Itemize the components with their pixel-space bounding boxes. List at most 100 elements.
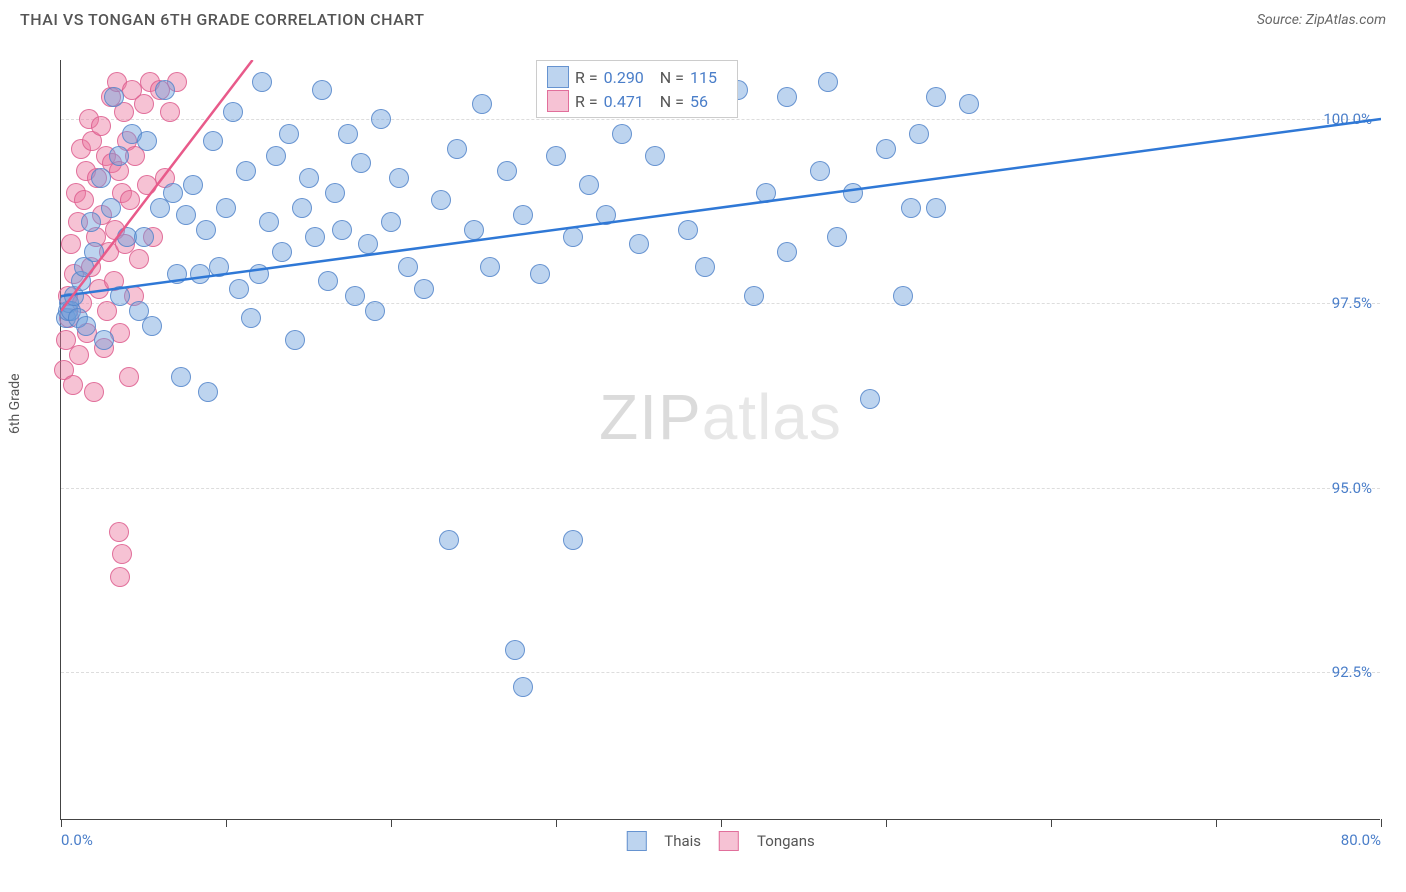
x-tick (1051, 819, 1052, 827)
scatter-point-thais (266, 146, 286, 166)
scatter-point-thais (137, 131, 157, 151)
scatter-point-thais (176, 205, 196, 225)
scatter-point-thais (756, 183, 776, 203)
scatter-point-thais (183, 175, 203, 195)
scatter-point-thais (389, 168, 409, 188)
y-axis-label: 6th Grade (7, 373, 23, 434)
y-tick-label: 100.0% (1323, 110, 1372, 128)
scatter-point-thais (827, 227, 847, 247)
scatter-point-thais (332, 220, 352, 240)
scatter-point-tongans (74, 190, 94, 210)
scatter-point-thais (678, 220, 698, 240)
scatter-point-thais (104, 87, 124, 107)
gridline (61, 672, 1380, 673)
scatter-point-thais (579, 175, 599, 195)
y-tick-label: 92.5% (1332, 663, 1372, 681)
scatter-point-thais (818, 72, 838, 92)
legend-n-label: N = (660, 92, 684, 111)
x-tick-label-min: 0.0% (61, 831, 93, 849)
scatter-point-thais (279, 124, 299, 144)
scatter-point-thais (203, 131, 223, 151)
scatter-point-thais (744, 286, 764, 306)
gridline (61, 303, 1380, 304)
scatter-point-thais (171, 367, 191, 387)
scatter-point-thais (893, 286, 913, 306)
scatter-point-thais (81, 212, 101, 232)
legend-r-label: R = (575, 68, 598, 87)
scatter-point-thais (695, 257, 715, 277)
scatter-point-thais (196, 220, 216, 240)
scatter-point-thais (249, 264, 269, 284)
scatter-point-thais (198, 382, 218, 402)
scatter-point-thais (109, 146, 129, 166)
scatter-point-thais (358, 234, 378, 254)
scatter-point-thais (155, 80, 175, 100)
scatter-point-thais (464, 220, 484, 240)
scatter-point-tongans (61, 234, 81, 254)
scatter-plot-area: ZIPatlas 92.5%95.0%97.5%100.0%0.0%80.0%R… (60, 60, 1380, 820)
legend-swatch-tongans (547, 90, 569, 112)
scatter-point-thais (926, 87, 946, 107)
scatter-point-tongans (160, 102, 180, 122)
scatter-point-thais (110, 286, 130, 306)
watermark-zip: ZIP (599, 381, 702, 453)
scatter-point-thais (241, 308, 261, 328)
scatter-point-tongans (119, 367, 139, 387)
scatter-point-thais (431, 190, 451, 210)
scatter-point-thais (101, 198, 121, 218)
scatter-point-thais (645, 146, 665, 166)
regression-lines (61, 60, 1381, 820)
scatter-point-thais (563, 227, 583, 247)
legend-n-value: 115 (690, 68, 717, 87)
scatter-point-thais (163, 183, 183, 203)
scatter-point-thais (338, 124, 358, 144)
legend-row-thais: R = 0.290N = 115 (547, 65, 727, 89)
scatter-point-tongans (91, 116, 111, 136)
scatter-point-thais (480, 257, 500, 277)
scatter-point-thais (312, 80, 332, 100)
scatter-point-thais (439, 530, 459, 550)
legend-n-value: 56 (690, 92, 708, 111)
scatter-point-tongans (129, 249, 149, 269)
scatter-point-thais (94, 330, 114, 350)
correlation-legend: R = 0.290N = 115R = 0.471N = 56 (536, 60, 738, 118)
scatter-point-thais (76, 316, 96, 336)
chart-header: THAI VS TONGAN 6TH GRADE CORRELATION CHA… (0, 0, 1406, 35)
scatter-point-thais (91, 168, 111, 188)
scatter-point-thais (229, 279, 249, 299)
series-label-thais: Thais (664, 832, 701, 850)
x-tick-label-max: 80.0% (1341, 831, 1381, 849)
scatter-point-tongans (137, 175, 157, 195)
chart-container: 6th Grade ZIPatlas 92.5%95.0%97.5%100.0%… (20, 40, 1386, 872)
series-label-tongans: Tongans (757, 832, 815, 850)
scatter-point-thais (563, 530, 583, 550)
scatter-point-thais (513, 677, 533, 697)
scatter-point-thais (325, 183, 345, 203)
scatter-point-thais (209, 257, 229, 277)
scatter-point-thais (292, 198, 312, 218)
scatter-point-thais (777, 87, 797, 107)
scatter-point-thais (596, 205, 616, 225)
gridline (61, 488, 1380, 489)
scatter-point-thais (777, 242, 797, 262)
scatter-point-thais (345, 286, 365, 306)
series-swatch-thais (626, 831, 646, 851)
scatter-point-thais (236, 161, 256, 181)
scatter-point-thais (381, 212, 401, 232)
scatter-point-tongans (120, 190, 140, 210)
scatter-point-thais (901, 198, 921, 218)
scatter-point-thais (810, 161, 830, 181)
scatter-point-thais (318, 271, 338, 291)
chart-title: THAI VS TONGAN 6TH GRADE CORRELATION CHA… (20, 10, 424, 29)
scatter-point-thais (513, 205, 533, 225)
legend-row-tongans: R = 0.471N = 56 (547, 89, 727, 113)
x-tick (226, 819, 227, 827)
scatter-point-tongans (109, 522, 129, 542)
scatter-point-thais (926, 198, 946, 218)
x-tick (1216, 819, 1217, 827)
scatter-point-thais (497, 161, 517, 181)
scatter-point-thais (223, 102, 243, 122)
scatter-point-tongans (134, 94, 154, 114)
scatter-point-tongans (84, 382, 104, 402)
scatter-point-thais (190, 264, 210, 284)
